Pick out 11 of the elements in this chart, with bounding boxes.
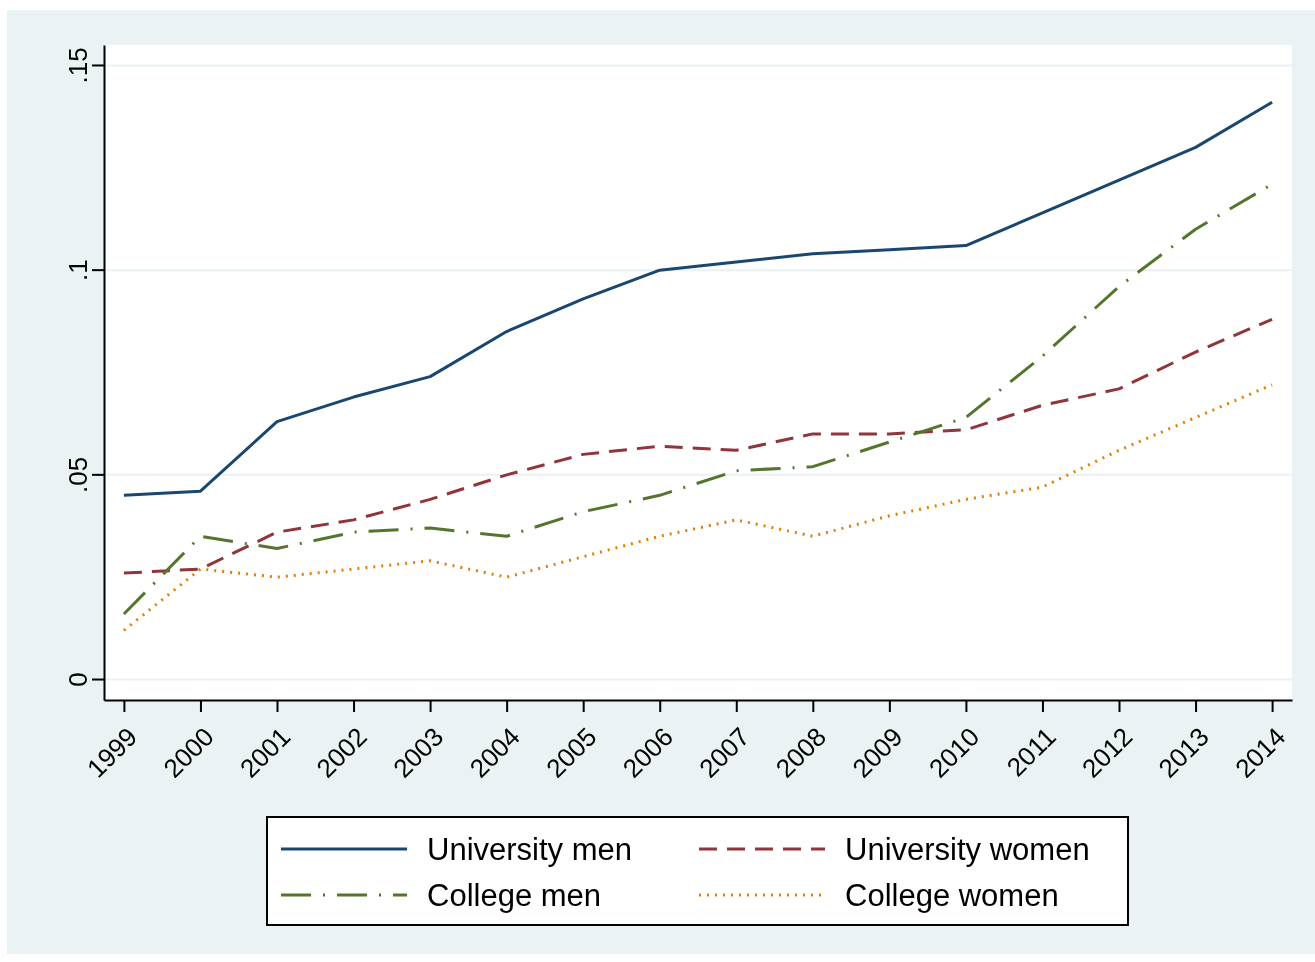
- line-series: [122, 100, 1274, 497]
- legend-label: College women: [845, 877, 1059, 913]
- y-tick-label: .1: [63, 259, 94, 281]
- line-series: [122, 317, 1274, 575]
- y-tick-label: .05: [63, 456, 94, 493]
- legend-label: University women: [845, 831, 1090, 867]
- legend-label: University men: [427, 831, 632, 867]
- y-tick-label: .15: [63, 47, 94, 84]
- legend-label: College men: [427, 877, 602, 913]
- y-tick-label: 0: [63, 672, 94, 687]
- line-series: [122, 383, 1274, 632]
